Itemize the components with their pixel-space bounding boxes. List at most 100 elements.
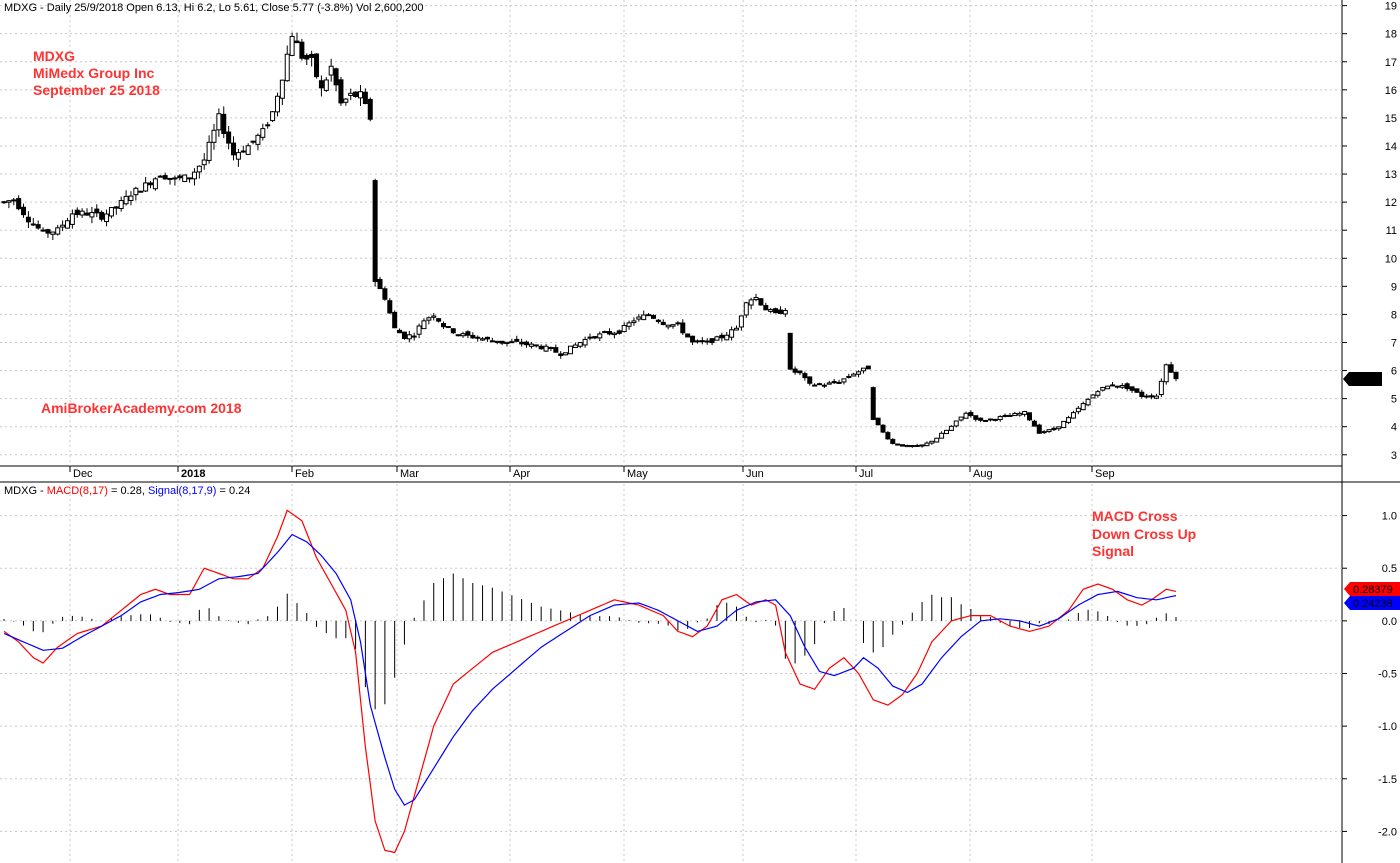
candle-body-up <box>851 373 857 377</box>
candle <box>1036 423 1042 434</box>
candle <box>943 429 949 435</box>
candle <box>128 191 134 206</box>
candle <box>196 165 202 179</box>
candle <box>514 335 520 343</box>
candle-body-down <box>299 41 305 59</box>
candle <box>880 424 886 434</box>
candle-body-up <box>963 412 969 419</box>
candle <box>64 217 70 229</box>
candle-body-down <box>162 175 168 180</box>
candle-body-up <box>343 98 349 103</box>
macd-note-line-3: Signal <box>1092 543 1134 559</box>
macd-tick-label: -1.5 <box>1378 774 1397 786</box>
candle <box>445 326 451 329</box>
candle <box>607 328 613 336</box>
candle <box>211 123 217 150</box>
ticker-label: MDXG <box>33 48 75 64</box>
candle-body-down <box>650 314 656 319</box>
candle-body-down <box>367 98 373 120</box>
candle <box>245 143 251 155</box>
candle-body-down <box>392 311 398 329</box>
candle <box>724 331 730 341</box>
candle-body-down <box>231 142 237 156</box>
candle <box>21 203 27 218</box>
date-label: September 25 2018 <box>33 82 160 98</box>
candle <box>1061 420 1067 429</box>
candle <box>782 307 788 317</box>
candle-body-up <box>1066 417 1072 423</box>
candle-body-down <box>499 340 505 344</box>
candle <box>1070 410 1076 419</box>
price-header: MDXG - Daily 25/9/2018 Open 6.13, Hi 6.2… <box>4 2 423 14</box>
candle-body-down <box>45 229 51 234</box>
candle-body-up <box>753 296 759 301</box>
candle-body-up <box>997 416 1003 421</box>
candle <box>172 175 178 186</box>
candle-body-down <box>450 328 456 334</box>
candle <box>1173 371 1179 382</box>
month-label: 2018 <box>181 468 205 480</box>
candle-body-up <box>50 231 56 235</box>
candle <box>1149 393 1155 400</box>
price-last-value: 5.77 <box>1354 374 1375 386</box>
candle-body-down <box>587 336 593 339</box>
candle-body-up <box>582 338 588 346</box>
candle-body-down <box>616 330 622 334</box>
candle <box>226 126 232 150</box>
candle <box>680 319 686 335</box>
candle <box>758 298 764 306</box>
candle-body-up <box>1012 412 1018 417</box>
candle <box>812 383 818 387</box>
candle-body-up <box>128 195 134 201</box>
candle <box>973 415 979 422</box>
candle <box>274 92 280 117</box>
candle-body-up <box>509 341 515 344</box>
candle <box>304 53 310 66</box>
candle-body-up <box>860 367 866 372</box>
candle <box>1085 397 1091 407</box>
candle-body-down <box>74 209 80 215</box>
price-tick-label: 12 <box>1385 197 1397 209</box>
candle-body-up <box>953 420 959 427</box>
candle-body-down <box>992 418 998 421</box>
candle <box>1134 388 1140 393</box>
candle-body-up <box>1046 429 1052 433</box>
candle-body-up <box>943 429 949 435</box>
candle <box>201 153 207 170</box>
candle-body-up <box>738 315 744 328</box>
candle-body-up <box>1022 410 1028 415</box>
price-tick-label: 6 <box>1391 366 1397 378</box>
candle-body-up <box>348 92 354 96</box>
candle <box>55 224 61 236</box>
candle <box>455 334 461 337</box>
candle-body-up <box>172 177 178 180</box>
candle-body-up <box>1017 412 1023 416</box>
candle <box>240 145 246 153</box>
candle <box>582 336 588 348</box>
candle <box>1124 382 1130 392</box>
candle <box>16 195 22 211</box>
candle <box>1031 419 1037 427</box>
candle <box>729 326 735 341</box>
candle-body-down <box>792 368 798 373</box>
candle-body-down <box>865 365 871 370</box>
candle <box>592 336 598 340</box>
candle-body-down <box>465 331 471 336</box>
candle-body-down <box>353 91 359 97</box>
candle-body-up <box>421 320 427 330</box>
candle <box>162 172 168 180</box>
candle-body-down <box>675 322 681 325</box>
candle-body-up <box>641 314 647 321</box>
candle-body-up <box>206 141 212 161</box>
candle <box>69 209 75 229</box>
candle <box>333 67 339 92</box>
candle <box>113 206 119 215</box>
candle <box>865 365 871 370</box>
candle <box>719 332 725 342</box>
macd-last-value: 0.28379 <box>1353 584 1393 596</box>
candle <box>1119 383 1125 390</box>
candle <box>992 418 998 422</box>
candle-body-down <box>304 54 310 60</box>
candle <box>1144 393 1150 399</box>
candle-body-down <box>455 334 461 337</box>
